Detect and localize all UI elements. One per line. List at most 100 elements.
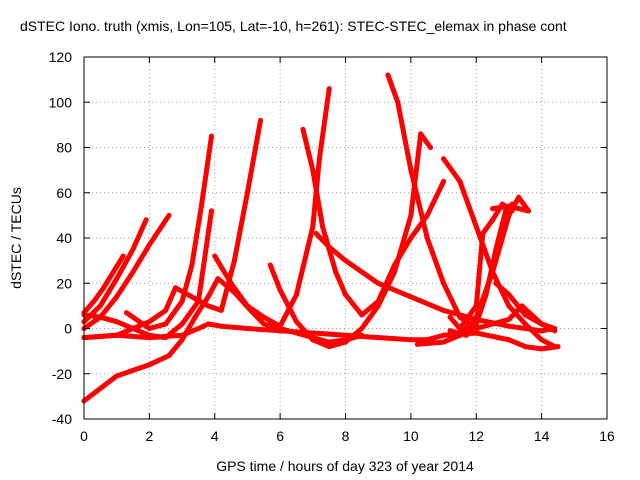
data-point (258, 117, 263, 123)
data-point (179, 337, 185, 343)
data-point (516, 194, 522, 200)
data-point (506, 337, 512, 343)
x-tick-label: 12 (468, 428, 484, 444)
y-tick-label: -40 (52, 411, 72, 427)
x-tick-label: 0 (80, 428, 88, 444)
data-point (97, 314, 103, 320)
data-point (392, 269, 397, 275)
data-point (522, 312, 528, 318)
data-point (114, 319, 120, 325)
data-point (261, 314, 267, 320)
data-point (146, 326, 152, 331)
data-point (267, 262, 273, 268)
data-point (114, 294, 120, 300)
data-point (490, 206, 496, 212)
data-point (447, 328, 453, 334)
data-point (189, 262, 195, 268)
data-point (146, 319, 152, 325)
data-point (539, 346, 545, 352)
data-point (359, 326, 365, 331)
data-point (205, 294, 211, 300)
data-point (447, 314, 453, 320)
y-tick-label: 20 (56, 275, 72, 291)
data-point (120, 253, 126, 259)
data-point (483, 292, 489, 298)
data-point (310, 167, 316, 173)
data-point (539, 337, 545, 343)
ticks: 0 2 4 6 8 10 12 14 16 -40 -20 0 20 40 60 80 100 120 (49, 49, 615, 444)
data-point (506, 316, 512, 322)
data-point (424, 212, 430, 218)
x-tick-label: 2 (145, 428, 153, 444)
data-point (294, 292, 299, 298)
data-point (506, 212, 512, 218)
data-point (97, 303, 103, 309)
y-tick-label: 60 (56, 185, 72, 201)
y-tick-label: 100 (49, 94, 73, 110)
data-point (343, 339, 348, 345)
data-point (473, 321, 479, 327)
data-point (473, 330, 479, 336)
x-axis-title: GPS time / hours of day 323 of year 2014 (216, 458, 474, 474)
data-point (359, 312, 365, 318)
data-point (428, 145, 433, 150)
data-point (101, 285, 107, 291)
data-point (490, 321, 496, 327)
data-point (326, 339, 332, 345)
data-point (130, 269, 136, 275)
data-point (441, 332, 447, 338)
data-point (195, 326, 201, 331)
data-point (343, 292, 348, 298)
data-point (516, 206, 522, 212)
series-group (81, 72, 561, 404)
data-point (424, 235, 430, 241)
data-point (146, 362, 152, 368)
y-tick-label: 120 (49, 49, 73, 65)
data-point (277, 323, 283, 329)
data-point (277, 287, 283, 293)
data-point (130, 246, 136, 252)
data-point (192, 314, 198, 320)
data-point (310, 224, 316, 230)
data-point (205, 303, 211, 309)
data-point (441, 156, 447, 162)
y-tick-label: -20 (52, 366, 72, 382)
x-tick-label: 6 (276, 428, 284, 444)
data-point (457, 314, 463, 320)
data-point (375, 335, 381, 341)
data-point (166, 353, 172, 359)
series-line-18 (490, 203, 531, 214)
y-axis-title: dSTEC / TECUs (8, 187, 24, 289)
data-point (244, 326, 250, 331)
series-line-11 (267, 131, 433, 350)
x-tick-label: 16 (599, 428, 615, 444)
data-point (522, 321, 528, 327)
data-point (209, 208, 214, 214)
data-point (326, 86, 332, 92)
data-point (463, 332, 469, 338)
data-point (205, 321, 211, 327)
data-point (506, 303, 512, 309)
data-point (480, 231, 486, 236)
data-point (408, 294, 414, 300)
data-point (375, 303, 381, 309)
data-point (493, 280, 499, 286)
y-tick-label: 80 (56, 140, 72, 156)
data-point (522, 344, 528, 350)
grid (84, 57, 607, 419)
data-point (91, 298, 97, 304)
data-point (114, 276, 120, 282)
data-point (228, 280, 234, 286)
y-tick-label: 40 (56, 230, 72, 246)
data-point (506, 292, 512, 298)
data-point (493, 246, 499, 252)
data-point (143, 217, 149, 223)
data-point (179, 321, 185, 327)
data-point (506, 323, 512, 329)
data-point (316, 156, 322, 162)
data-point (320, 224, 326, 230)
data-point (343, 332, 348, 338)
data-point (277, 328, 283, 334)
data-point (212, 253, 218, 259)
data-point (408, 337, 414, 343)
